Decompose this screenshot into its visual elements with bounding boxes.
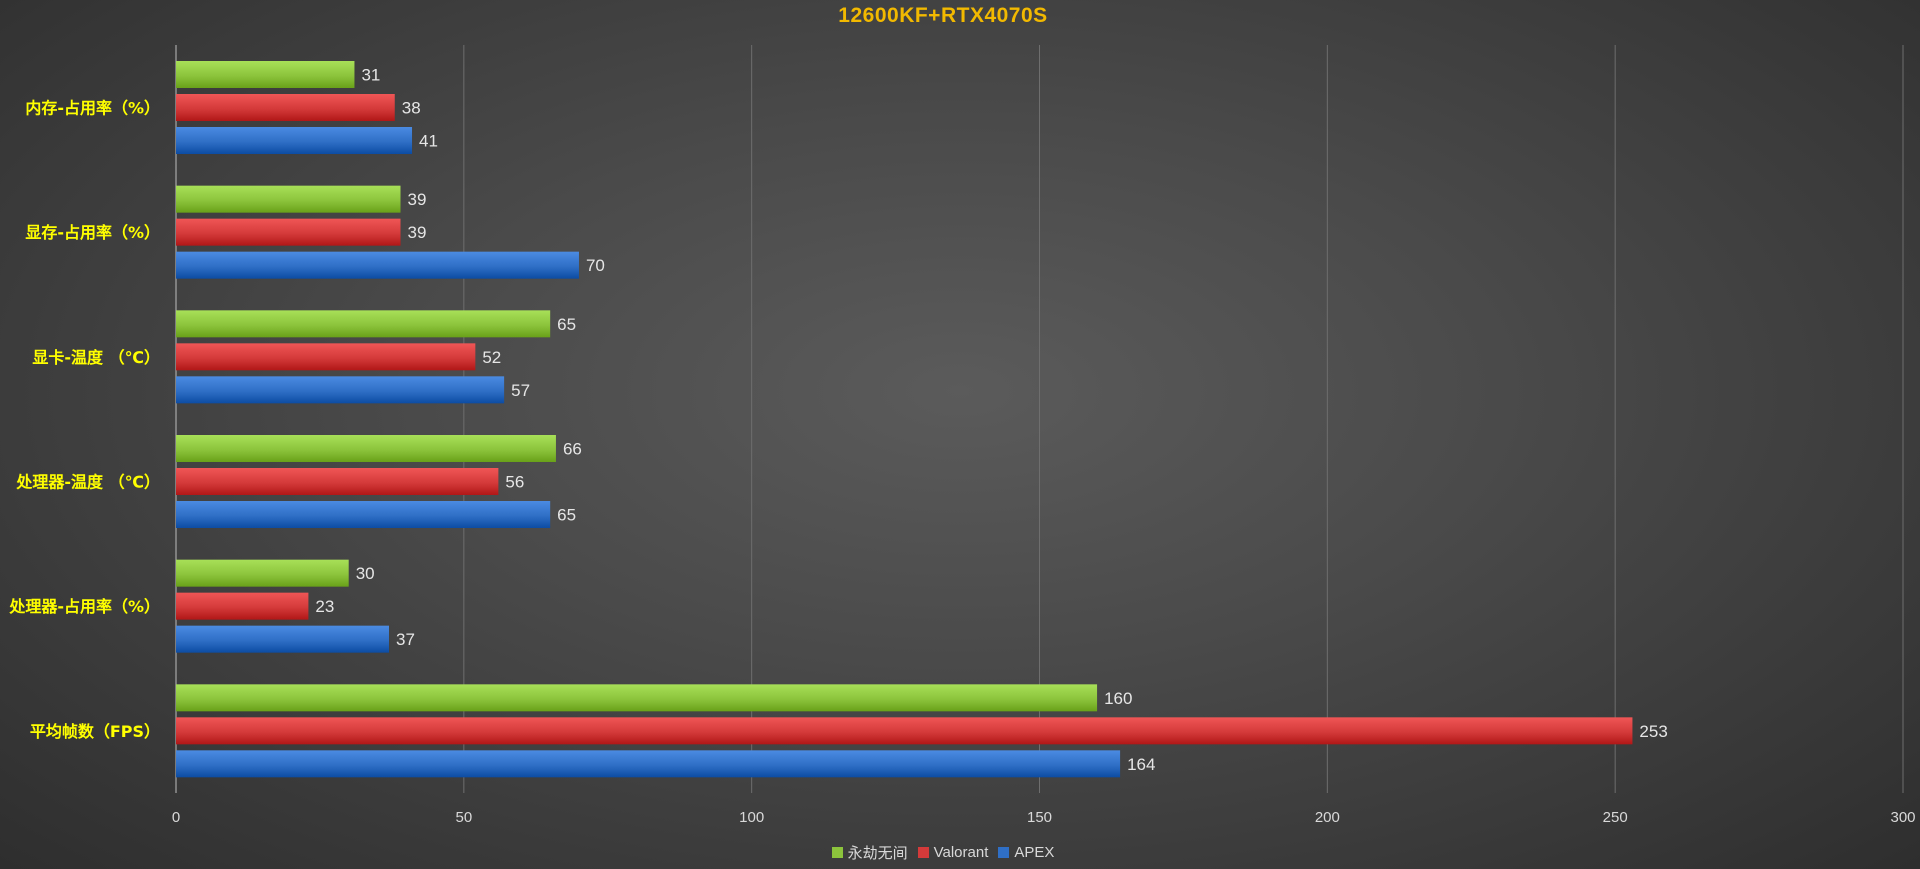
legend-swatch: [917, 847, 929, 858]
legend-swatch: [998, 847, 1010, 858]
bar-永劫无间-5: [176, 684, 1098, 712]
data-label: 65: [557, 506, 576, 525]
data-label: 39: [408, 223, 427, 242]
x-axis-ticks: 0 50 100 150 200 250 300: [172, 809, 1916, 826]
data-label: 38: [402, 99, 421, 118]
category-label: 处理器-占用率（%）: [8, 597, 160, 616]
x-tick-label: 300: [1890, 809, 1915, 826]
bar-Valorant-2: [176, 343, 476, 371]
grid-lines: [175, 45, 1904, 793]
bar-永劫无间-4: [176, 559, 349, 587]
bar-Valorant-3: [176, 468, 499, 495]
bar-永劫无间-1: [176, 185, 401, 213]
bar-Valorant-0: [176, 94, 395, 121]
data-label: 57: [511, 381, 530, 400]
data-label: 52: [482, 348, 501, 367]
bar-APEX-2: [176, 376, 505, 404]
bar-永劫无间-3: [176, 435, 556, 462]
data-label: 70: [586, 256, 605, 275]
data-label: 37: [396, 630, 415, 649]
data-label: 253: [1639, 722, 1667, 741]
bar-APEX-3: [176, 501, 551, 528]
bar-永劫无间-0: [176, 61, 355, 88]
data-label: 160: [1104, 689, 1132, 708]
bar-Valorant-5: [176, 717, 1633, 745]
bar-APEX-5: [176, 750, 1121, 778]
x-tick-label: 150: [1027, 809, 1052, 826]
legend: 永劫无间 Valorant APEX: [0, 842, 1886, 863]
x-tick-label: 200: [1315, 809, 1340, 826]
category-label: 平均帧数（FPS）: [30, 722, 160, 741]
legend-item: 永劫无间: [831, 842, 908, 863]
data-label: 65: [557, 315, 576, 334]
legend-item: APEX: [998, 844, 1054, 861]
data-label: 66: [563, 440, 582, 459]
category-label: 内存-占用率（%）: [25, 99, 160, 118]
bar-APEX-0: [176, 127, 413, 154]
category-labels: 内存-占用率（%） 显存-占用率（%） 显卡-温度 （℃） 处理器-温度 （℃） 处理器…: [8, 99, 160, 741]
legend-label: APEX: [1014, 844, 1055, 861]
bar-Valorant-1: [176, 218, 401, 246]
x-tick-label: 100: [739, 809, 764, 826]
category-label: 显存-占用率（%）: [25, 223, 160, 242]
data-label: 164: [1127, 755, 1155, 774]
data-label: 41: [419, 132, 438, 151]
data-label: 56: [505, 473, 524, 492]
category-label: 显卡-温度 （℃）: [32, 348, 160, 367]
bar-永劫无间-2: [176, 310, 551, 338]
chart-title: 12600KF+RTX4070S: [838, 4, 1048, 27]
bar-Valorant-4: [176, 592, 309, 620]
data-label: 23: [315, 597, 334, 616]
legend-label: Valorant: [933, 844, 989, 861]
legend-swatch: [831, 847, 843, 858]
x-tick-label: 50: [455, 809, 472, 826]
bar-APEX-1: [176, 251, 579, 279]
x-tick-label: 0: [172, 809, 180, 826]
bar-APEX-4: [176, 625, 389, 653]
data-labels: 31 38 41 39 39 70 65 52 57 66 56 65 30 23 37 160 253 164: [315, 66, 1667, 774]
category-label: 处理器-温度 （℃）: [15, 473, 160, 492]
data-label: 39: [408, 190, 427, 209]
bars: [176, 61, 1633, 778]
data-label: 30: [356, 564, 375, 583]
legend-label: 永劫无间: [847, 845, 908, 862]
data-label: 31: [361, 66, 380, 85]
legend-item: Valorant: [917, 844, 989, 861]
x-tick-label: 250: [1603, 809, 1628, 826]
